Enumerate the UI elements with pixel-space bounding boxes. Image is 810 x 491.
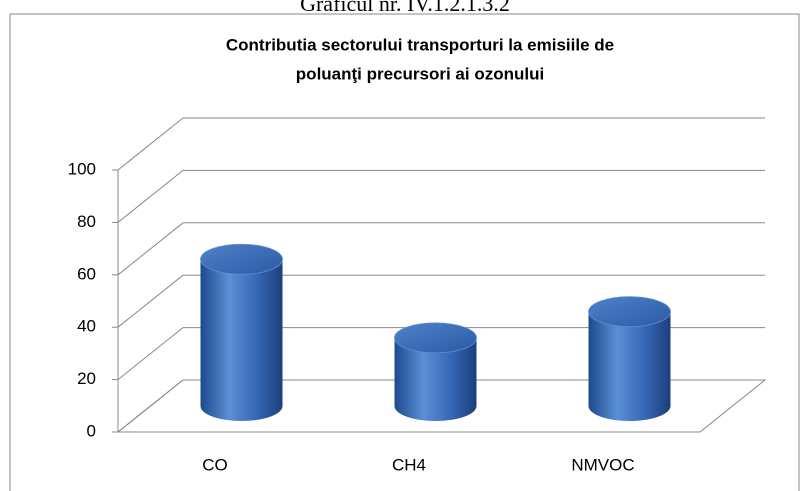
- caption: Graficul nr. IV.1.2.1.3.2: [300, 0, 510, 16]
- chart-title: Contributia sectorului transporturi la e…: [226, 35, 614, 54]
- cylinder-top: [394, 322, 477, 354]
- grid-line: [117, 117, 184, 171]
- y-tick-label: 0: [87, 421, 96, 440]
- cylinder-body: [394, 337, 477, 421]
- grid-line: [117, 222, 184, 276]
- grid-line: [117, 170, 184, 223]
- y-tick-label: 80: [77, 212, 96, 231]
- x-tick-label: CO: [202, 455, 228, 474]
- grid-line: [117, 379, 184, 433]
- x-tick-label: NMVOC: [571, 455, 634, 474]
- x-tick-label: CH4: [392, 455, 426, 474]
- grid-line: [117, 274, 184, 328]
- y-tick-label: 40: [77, 317, 96, 336]
- grid-line: [117, 327, 184, 380]
- cylinder-body: [200, 259, 283, 421]
- y-tick-label: 100: [68, 159, 96, 178]
- cylinder-top: [588, 296, 671, 328]
- chart-title: poluanţi precursori ai ozonului: [296, 64, 544, 83]
- chart-frame: [9, 13, 800, 491]
- cylinder-top: [200, 243, 283, 275]
- cylinder-body: [588, 311, 671, 421]
- y-tick-label: 20: [77, 369, 96, 388]
- y-tick-label: 60: [77, 264, 96, 283]
